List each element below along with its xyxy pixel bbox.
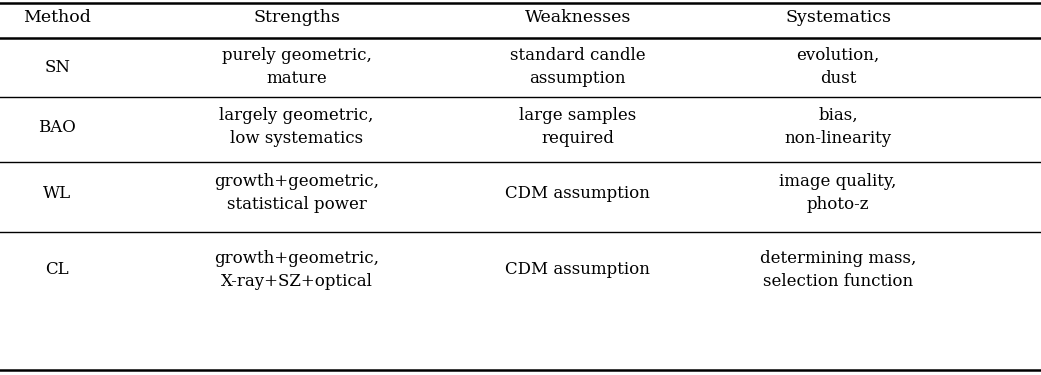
Text: CDM assumption: CDM assumption [505,184,651,201]
Text: CL: CL [46,261,69,279]
Text: BAO: BAO [39,118,76,135]
Text: Strengths: Strengths [253,9,340,27]
Text: standard candle
assumption: standard candle assumption [510,47,645,87]
Text: largely geometric,
low systematics: largely geometric, low systematics [220,107,374,147]
Text: large samples
required: large samples required [519,107,636,147]
Text: SN: SN [45,58,70,75]
Text: image quality,
photo-z: image quality, photo-z [780,173,896,213]
Text: growth+geometric,
statistical power: growth+geometric, statistical power [214,173,379,213]
Text: Systematics: Systematics [785,9,891,27]
Text: Method: Method [23,9,92,27]
Text: bias,
non-linearity: bias, non-linearity [785,107,891,147]
Text: determining mass,
selection function: determining mass, selection function [760,250,916,290]
Text: purely geometric,
mature: purely geometric, mature [222,47,372,87]
Text: evolution,
dust: evolution, dust [796,47,880,87]
Text: Weaknesses: Weaknesses [525,9,631,27]
Text: growth+geometric,
X-ray+SZ+optical: growth+geometric, X-ray+SZ+optical [214,250,379,290]
Text: WL: WL [43,184,72,201]
Text: CDM assumption: CDM assumption [505,261,651,279]
